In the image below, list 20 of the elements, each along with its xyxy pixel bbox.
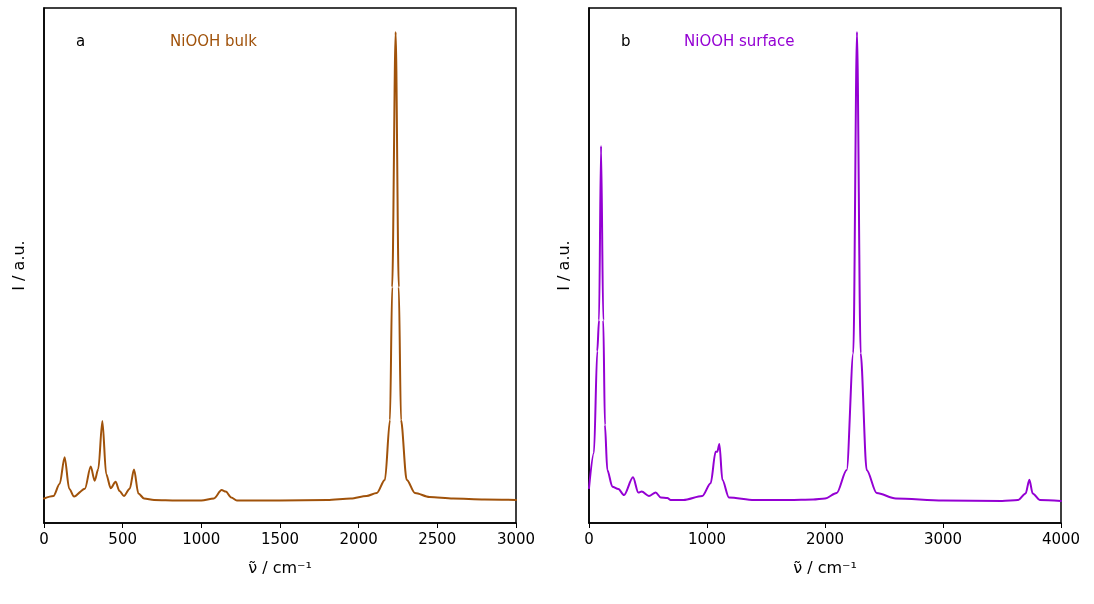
- x-tick-label: 1500: [260, 529, 300, 548]
- x-tick-label: 4000: [1041, 529, 1081, 548]
- x-tick-label: 1000: [182, 529, 221, 548]
- x-tick-label: 2000: [805, 529, 845, 548]
- x-tick-label: 1000: [687, 529, 727, 548]
- text: NiOOH bulk: [170, 31, 258, 50]
- annotation: b: [621, 31, 631, 50]
- x-tick-label: 3000: [496, 529, 536, 548]
- x-axis-title: ν̃ / cm⁻¹: [248, 557, 312, 577]
- x-axis-title: ν̃ / cm⁻¹: [793, 557, 857, 577]
- text: NiOOH surface: [684, 31, 795, 50]
- x-tick-label: 2500: [418, 529, 457, 548]
- y-axis-title: I / a.u.: [8, 240, 28, 291]
- x-tick-label: 500: [108, 529, 137, 548]
- annotation: a: [76, 31, 86, 50]
- x-tick-label: 0: [584, 529, 594, 548]
- x-tick-label: 2000: [339, 529, 378, 548]
- x-tick-label: 0: [39, 529, 49, 548]
- x-tick-label: 3000: [923, 529, 963, 548]
- y-axis-title: I / a.u.: [553, 240, 573, 291]
